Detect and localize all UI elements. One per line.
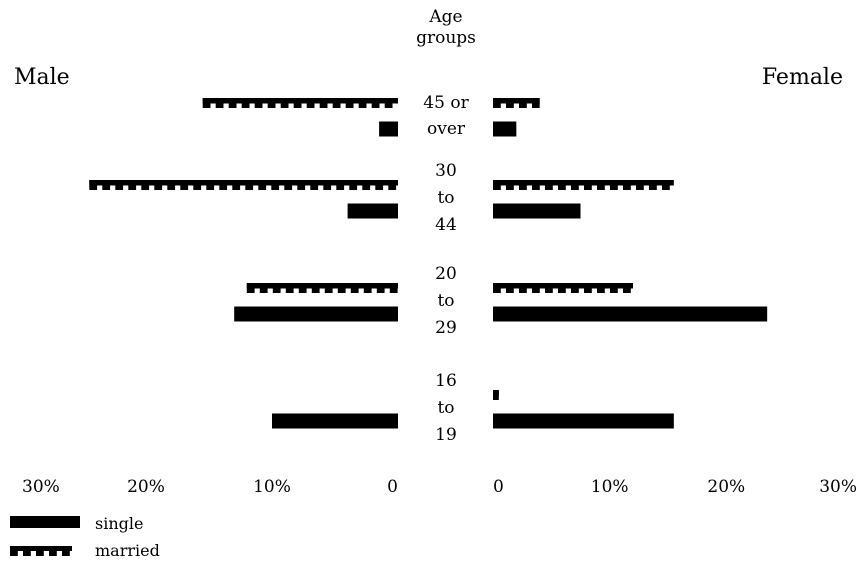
category-label: to [437,398,454,418]
category-label: to [437,291,454,311]
tick-label: 30% [819,477,857,497]
legend-label-married: married [95,541,160,560]
legend-swatch-single [10,516,80,528]
tick-label: 20% [127,477,165,497]
tick-label: 0 [493,477,504,497]
female-label: Female [762,65,843,90]
bar-male-married-1 [89,180,399,190]
category-label: 19 [435,425,457,445]
bar-female-married-3 [493,390,499,400]
tick-label: 10% [253,477,291,497]
bar-female-single-0 [493,121,517,137]
bar-male-single-2 [234,306,398,322]
category-label: over [427,119,466,139]
center-header-line: Age [428,7,462,27]
category-label: 20 [435,264,457,284]
bar-female-married-1 [493,180,674,190]
bar-male-single-1 [347,203,398,219]
category-label: 30 [435,161,457,181]
tick-label: 30% [22,477,60,497]
category-label: 16 [435,371,457,391]
tick-label: 10% [591,477,629,497]
bars-layer [89,98,768,429]
ticks-layer: 30% 20% 10% 0 0 10% 20% 30% [22,477,857,497]
tick-label: 20% [707,477,745,497]
legend-label-single: single [95,514,143,533]
category-label: to [437,188,454,208]
bar-female-married-0 [493,98,540,108]
category-label: 45 or [423,93,469,113]
tick-label: 0 [387,477,398,497]
legend: single married [10,514,160,560]
bar-male-married-2 [246,283,398,293]
bar-male-married-0 [202,98,398,108]
bar-male-single-0 [379,121,398,137]
bar-male-single-3 [272,413,398,429]
male-label: Male [14,65,70,90]
bar-female-single-2 [493,306,768,322]
bar-female-married-2 [493,283,633,293]
legend-swatch-married [10,546,72,556]
category-label: 29 [435,318,457,338]
bar-female-single-3 [493,413,674,429]
center-header-line: groups [416,28,476,48]
bar-female-single-1 [493,203,581,219]
category-label: 44 [435,215,457,235]
